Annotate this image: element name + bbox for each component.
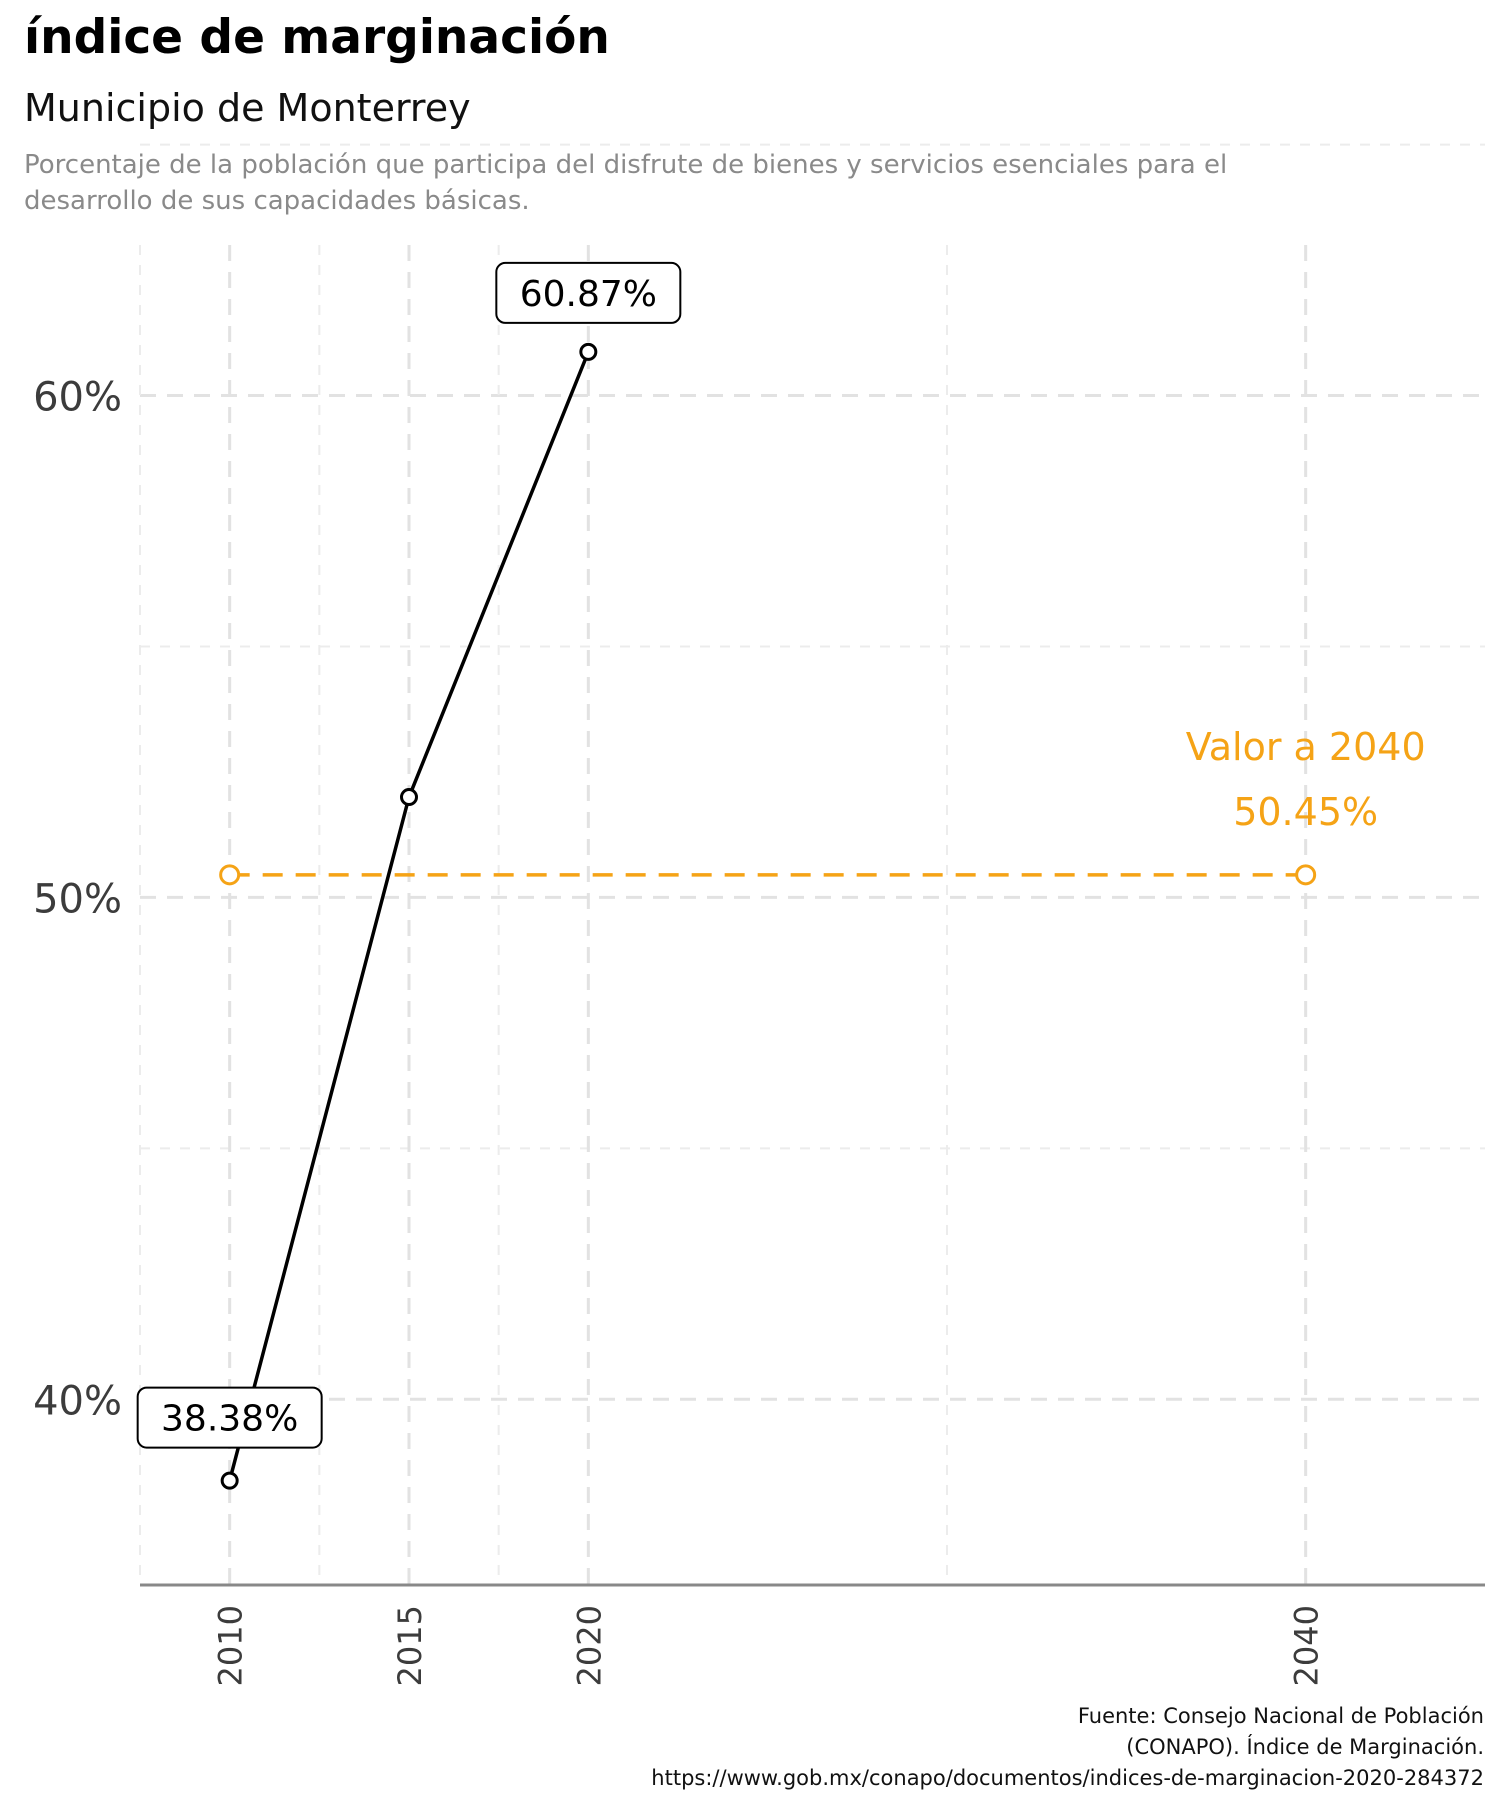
caption-line-1: Fuente: Consejo Nacional de Población xyxy=(1077,1704,1484,1728)
x-tick-label: 2040 xyxy=(1288,1605,1326,1686)
projection-annotation-value: 50.45% xyxy=(1233,790,1378,834)
data-label-last: 60.87% xyxy=(520,274,657,315)
chart-subtitle: Municipio de Monterrey xyxy=(24,86,471,130)
x-tick-label: 2020 xyxy=(570,1605,608,1686)
line-chart: 40% 50% 60% 2010 2015 2020 2040 38.38% 60.87% Val… xyxy=(33,143,1485,1686)
data-label-first-box xyxy=(136,1386,323,1449)
projection-point xyxy=(219,864,241,886)
chart-description: Porcentaje de la población que participa… xyxy=(24,150,1228,216)
data-label-last-box xyxy=(495,261,682,324)
data-point xyxy=(579,342,598,361)
projection-point xyxy=(1295,864,1317,886)
y-tick-label: 50% xyxy=(33,876,122,922)
data-point xyxy=(400,788,418,807)
projection-annotation-label: Valor a 2040 xyxy=(1186,725,1426,769)
data-point xyxy=(220,1471,239,1490)
caption-line-3: https://www.gob.mx/conapo/documentos/ind… xyxy=(651,1766,1484,1790)
x-tick-label: 2010 xyxy=(212,1605,250,1686)
caption-line-2: (CONAPO). Índice de Marginación. xyxy=(1126,1735,1484,1759)
source-caption: Fuente: Consejo Nacional de Población (C… xyxy=(544,1701,1484,1794)
x-tick-label: 2015 xyxy=(391,1605,429,1686)
chart-title: índice de marginación xyxy=(24,10,610,65)
data-label-first: 38.38% xyxy=(161,1399,298,1440)
y-tick-label: 40% xyxy=(33,1378,122,1424)
y-tick-label: 60% xyxy=(33,375,122,421)
